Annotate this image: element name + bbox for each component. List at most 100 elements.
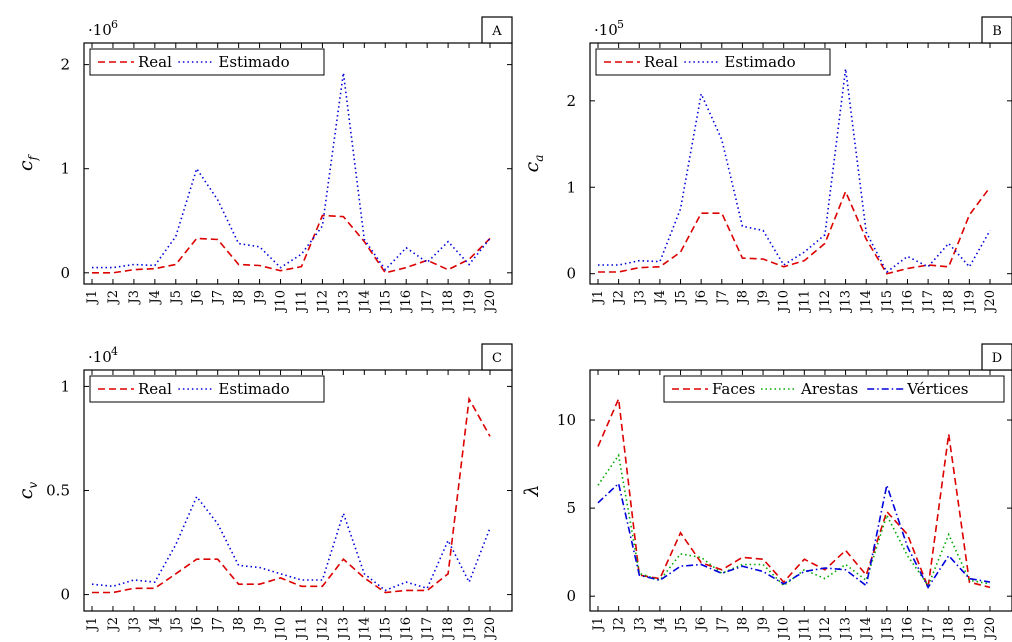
x-tick-label: J2 bbox=[612, 617, 627, 632]
axes-frame bbox=[83, 42, 513, 285]
y-axis-label-main: c bbox=[15, 488, 37, 499]
legend: Real Estimado bbox=[89, 48, 325, 76]
x-tick-label: J4 bbox=[653, 617, 668, 632]
x-tick-label: J12 bbox=[315, 290, 330, 314]
x-tick-label: J13 bbox=[336, 290, 351, 314]
y-tick-label: 2 bbox=[60, 56, 70, 74]
legend: Real Estimado bbox=[595, 48, 831, 76]
x-tick-label: J19 bbox=[962, 290, 977, 314]
legend-label: Vértices bbox=[906, 380, 968, 398]
legend-box bbox=[89, 48, 325, 76]
x-tick-label: J12 bbox=[315, 617, 330, 641]
x-tick-label: J7 bbox=[211, 290, 226, 305]
y-axis-label: ca bbox=[521, 155, 546, 173]
y-axis-label-subscript: a bbox=[532, 155, 546, 162]
legend: Faces Arestas Vértices bbox=[663, 375, 1005, 403]
axis-multiplier-exponent: 6 bbox=[111, 18, 118, 31]
y-axis-label-subscript: v bbox=[26, 482, 40, 489]
x-tick-label: J11 bbox=[294, 290, 309, 314]
x-tick-label: J3 bbox=[127, 617, 142, 632]
x-tick-label: J9 bbox=[756, 290, 771, 305]
y-tick-label: 1 bbox=[60, 377, 70, 395]
x-tick-label: J14 bbox=[859, 617, 874, 641]
x-tick-label: J5 bbox=[169, 290, 184, 305]
x-tick-label: J6 bbox=[694, 617, 709, 632]
x-tick-label: J6 bbox=[694, 290, 709, 305]
legend-label: Estimado bbox=[218, 380, 289, 398]
x-tick-label: J3 bbox=[632, 290, 647, 305]
series-line-estimado bbox=[598, 68, 991, 274]
x-tick-label: J7 bbox=[715, 290, 730, 305]
y-axis-label: cv bbox=[15, 482, 40, 500]
x-tick-label: J4 bbox=[653, 290, 668, 305]
x-tick-label: J15 bbox=[378, 617, 393, 641]
x-tick-label: J18 bbox=[942, 290, 957, 314]
x-tick-label: J17 bbox=[420, 290, 435, 314]
x-tick-label: J15 bbox=[880, 290, 895, 314]
y-axis-label-subscript: f bbox=[26, 153, 40, 161]
y-tick-label: 2 bbox=[566, 92, 576, 110]
x-tick-label: J1 bbox=[85, 617, 100, 632]
axes-frame bbox=[589, 42, 1012, 285]
x-tick-label: J11 bbox=[294, 617, 309, 641]
panel-label-box bbox=[481, 16, 513, 44]
x-tick-label: J14 bbox=[859, 290, 874, 314]
axis-multiplier-exponent: 4 bbox=[111, 345, 118, 358]
axis-multiplier: ·10 bbox=[594, 21, 618, 39]
x-tick-label: J20 bbox=[983, 290, 998, 314]
x-tick-label: J11 bbox=[797, 617, 812, 641]
series-line-arestas bbox=[597, 453, 991, 588]
y-axis-label-main: λ bbox=[521, 484, 543, 497]
x-tick-label: J18 bbox=[441, 617, 456, 641]
series-line-faces bbox=[597, 395, 991, 589]
panel-label-box bbox=[981, 16, 1012, 44]
x-tick-label: J18 bbox=[441, 290, 456, 314]
x-tick-label: J5 bbox=[674, 617, 689, 632]
x-tick-label: J19 bbox=[462, 617, 477, 641]
x-tick-label: J8 bbox=[232, 290, 247, 305]
x-tick-label: J5 bbox=[674, 290, 689, 305]
legend: Real Estimado bbox=[89, 375, 325, 403]
x-tick-label: J15 bbox=[880, 617, 895, 641]
legend-box bbox=[595, 48, 831, 76]
x-tick-label: J17 bbox=[420, 617, 435, 641]
x-tick-label: J4 bbox=[148, 617, 163, 632]
x-tick-label: J1 bbox=[591, 617, 606, 632]
axis-multiplier: ·10 bbox=[88, 348, 112, 366]
legend-label: Faces bbox=[712, 380, 755, 398]
x-tick-label: J9 bbox=[253, 617, 268, 632]
series-line-real bbox=[92, 396, 491, 594]
axes-frame bbox=[589, 369, 1012, 612]
y-axis-label-main: c bbox=[521, 161, 543, 172]
y-tick-label: 1 bbox=[60, 160, 70, 178]
panel-label: D bbox=[992, 351, 1002, 366]
x-tick-label: J13 bbox=[336, 617, 351, 641]
x-tick-label: J14 bbox=[357, 290, 372, 314]
x-tick-label: J8 bbox=[232, 617, 247, 632]
x-tick-label: J8 bbox=[735, 617, 750, 632]
x-tick-label: J13 bbox=[839, 290, 854, 314]
legend-label: Real bbox=[644, 53, 678, 71]
y-tick-label: 10 bbox=[557, 411, 576, 429]
series-line-real bbox=[92, 214, 491, 274]
panel-label-box bbox=[481, 343, 513, 371]
x-tick-label: J8 bbox=[735, 290, 750, 305]
chart-panel-b: B ·10 5 0 1 2 ca J1 J2 J3 J4 J5 J6 J7 J8 J9 J10 J11 J12 J13… bbox=[521, 16, 1012, 314]
x-tick-label: J10 bbox=[274, 617, 289, 641]
y-tick-label: 0 bbox=[566, 587, 576, 605]
x-tick-label: J6 bbox=[190, 290, 205, 305]
x-tick-label: J1 bbox=[591, 290, 606, 305]
x-tick-label: J16 bbox=[399, 290, 414, 314]
x-tick-label: J9 bbox=[253, 290, 268, 305]
x-tick-label: J16 bbox=[399, 617, 414, 641]
x-tick-label: J18 bbox=[942, 617, 957, 641]
x-tick-label: J11 bbox=[797, 290, 812, 314]
panel-label: A bbox=[491, 24, 502, 39]
panel-label: C bbox=[492, 351, 502, 366]
y-tick-label: 5 bbox=[566, 499, 576, 517]
x-tick-label: J7 bbox=[211, 617, 226, 632]
x-tick-label: J4 bbox=[148, 290, 163, 305]
x-tick-label: J13 bbox=[839, 617, 854, 641]
x-tick-label: J10 bbox=[274, 290, 289, 314]
